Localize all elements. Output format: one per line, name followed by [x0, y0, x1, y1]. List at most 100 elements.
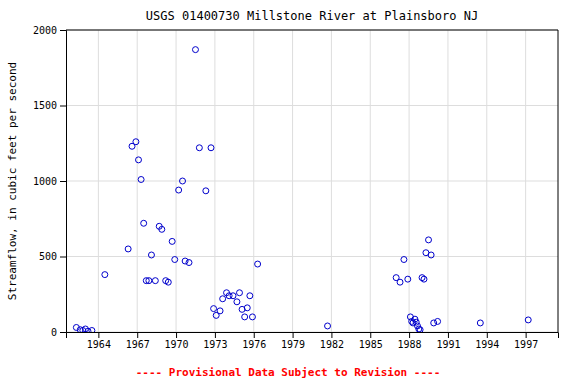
y-axis-line: [60, 31, 67, 333]
point: [165, 279, 171, 285]
point: [525, 317, 531, 323]
x-tick: 1988: [398, 332, 422, 350]
point: [85, 328, 91, 332]
point: [405, 276, 411, 282]
point: [141, 220, 147, 226]
x-tick-label: 1964: [87, 339, 111, 350]
x-tick-mark: [448, 332, 449, 338]
point: [220, 296, 226, 302]
plot-area: 1964 1967 1970 1973 1976 1979 1982 1985 1988 1991…: [33, 25, 559, 350]
x-tick: 1997: [514, 332, 538, 350]
x-tick: 1964: [87, 332, 111, 350]
y-tick-mark: [60, 332, 66, 333]
y-tick: 1000: [33, 176, 66, 187]
y-axis-label: Streamflow, in cubic feet per second: [6, 62, 19, 300]
x-tick-label: 1991: [436, 339, 460, 350]
y-grid-line: [66, 256, 558, 257]
x-tick-mark: [526, 332, 527, 338]
point: [186, 260, 192, 266]
x-axis-line: [67, 333, 559, 339]
y-grid-line: [66, 105, 558, 106]
x-tick-mark: [98, 332, 99, 338]
y-tick-label: 500: [39, 251, 57, 262]
point: [133, 139, 139, 145]
x-tick-mark: [254, 332, 255, 338]
point: [169, 238, 175, 244]
point: [176, 187, 182, 193]
point: [237, 290, 243, 296]
x-tick-mark: [176, 332, 177, 338]
point: [431, 320, 437, 326]
point: [182, 258, 188, 264]
point: [125, 246, 131, 252]
x-tick: 1991: [436, 332, 460, 350]
y-grid-line: [66, 30, 558, 31]
x-tick-label: 1973: [203, 339, 227, 350]
y-tick-mark: [60, 257, 66, 258]
point: [428, 252, 434, 258]
x-tick: 1976: [242, 332, 266, 350]
point: [136, 157, 142, 163]
frame-top: [66, 30, 558, 31]
point: [211, 306, 217, 312]
x-tick-mark: [370, 332, 371, 338]
y-tick-mark: [60, 181, 66, 182]
point: [325, 323, 331, 329]
point: [244, 305, 250, 311]
x-tick-label: 1988: [398, 339, 422, 350]
point: [247, 293, 253, 299]
y-tick-label: 0: [51, 327, 57, 338]
footnote: ---- Provisional Data Subject to Revisio…: [136, 366, 441, 379]
point: [152, 278, 158, 284]
y-tick-label: 1500: [33, 100, 57, 111]
x-tick: 1982: [320, 332, 344, 350]
frame-right: [558, 30, 559, 332]
y-tick: 1500: [33, 100, 66, 111]
x-tick-mark: [293, 332, 294, 338]
point: [196, 145, 202, 151]
title: USGS 01400730 Millstone River at Plainsb…: [146, 9, 478, 23]
point: [421, 276, 427, 282]
x-tick-mark: [137, 332, 138, 338]
x-tick-label: 1967: [126, 339, 150, 350]
point: [234, 299, 240, 305]
x-tick-label: 1994: [475, 339, 499, 350]
point: [146, 278, 152, 284]
y-axis: 0 500 1000 1500 2000: [33, 25, 67, 338]
x-tick: 1985: [359, 332, 383, 350]
point: [477, 320, 483, 326]
x-tick: 1979: [281, 332, 305, 350]
x-tick-label: 1985: [359, 339, 383, 350]
point: [192, 47, 198, 53]
point: [230, 293, 236, 299]
chart: 1964 1967 1970 1973 1976 1979 1982 1985 1988 1991…: [0, 0, 576, 384]
x-tick-label: 1970: [165, 339, 189, 350]
point: [172, 257, 178, 263]
x-tick-mark: [331, 332, 332, 338]
x-tick-label: 1976: [242, 339, 266, 350]
x-tick-label: 1979: [281, 339, 305, 350]
y-tick: 500: [39, 251, 66, 262]
y-tick: 2000: [33, 25, 66, 36]
point: [255, 261, 261, 267]
x-tick: 1994: [475, 332, 499, 350]
point: [397, 279, 403, 285]
point: [426, 237, 432, 243]
y-tick-label: 1000: [33, 176, 57, 187]
x-tick-mark: [409, 332, 410, 338]
point: [102, 272, 108, 278]
point: [180, 178, 186, 184]
point: [159, 226, 165, 232]
y-tick-mark: [60, 106, 66, 107]
x-tick-label: 1982: [320, 339, 344, 350]
point: [435, 318, 441, 324]
points: [73, 47, 531, 332]
x-tick-label: 1997: [514, 339, 538, 350]
grid: [66, 30, 558, 332]
y-tick-label: 2000: [33, 25, 57, 36]
x-tick-mark: [487, 332, 488, 338]
x-tick: 1967: [126, 332, 150, 350]
y-grid-line: [66, 181, 558, 182]
point: [401, 257, 407, 263]
point: [417, 327, 423, 332]
